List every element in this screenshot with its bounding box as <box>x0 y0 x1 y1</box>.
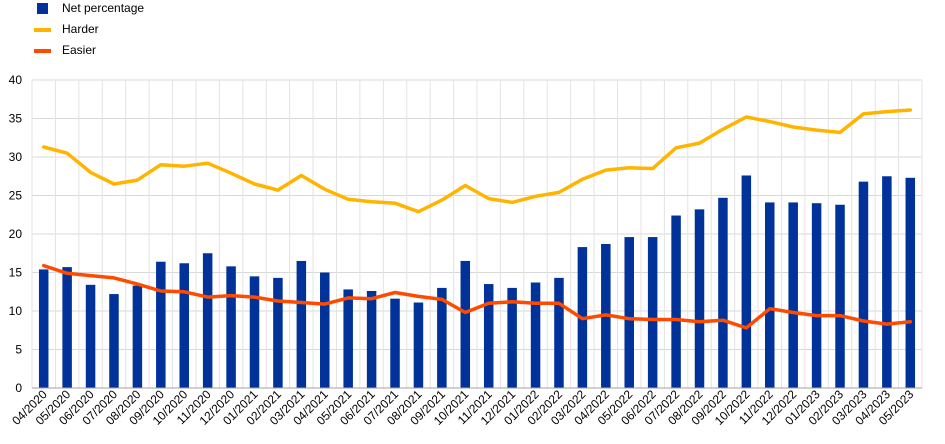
legend-label-easier: Easier <box>62 43 97 57</box>
y-tick-label: 0 <box>15 381 22 395</box>
y-tick-label: 25 <box>9 189 23 203</box>
bar-net-percentage <box>109 294 119 388</box>
bar-net-percentage <box>811 203 822 388</box>
bar-net-percentage <box>132 285 143 388</box>
bar-net-percentage <box>62 267 72 388</box>
y-tick-label: 15 <box>9 266 23 280</box>
line-easier <box>41 263 913 330</box>
legend-label-net-percentage: Net percentage <box>62 1 145 15</box>
bar-net-percentage <box>366 290 377 388</box>
y-tick-label: 40 <box>9 73 23 87</box>
bar-net-percentage <box>905 177 916 388</box>
bar-net-percentage <box>85 284 96 388</box>
bar-net-percentage <box>858 181 869 388</box>
bar-net-percentage <box>483 284 494 388</box>
line-harder <box>41 108 913 214</box>
y-tick-label: 35 <box>9 112 23 126</box>
bar-net-percentage <box>413 302 424 388</box>
bar-net-percentage <box>460 260 471 388</box>
bar-net-percentage <box>554 277 564 388</box>
bar-net-percentage <box>765 202 775 388</box>
bar-net-percentage <box>296 260 307 388</box>
legend-swatch-easier <box>34 49 51 53</box>
bar-net-percentage <box>273 277 283 388</box>
bar-net-percentage <box>390 298 400 388</box>
bar-net-percentage <box>156 261 166 388</box>
y-tick-label: 10 <box>9 304 23 318</box>
bar-net-percentage <box>835 204 845 388</box>
bar-net-percentage <box>624 237 634 388</box>
y-tick-label: 20 <box>9 227 23 241</box>
bar-net-percentage <box>179 263 189 388</box>
bar-net-percentage <box>788 202 798 388</box>
bar-net-percentage <box>202 253 213 388</box>
legend-swatch-harder <box>34 28 51 32</box>
y-tick-label: 5 <box>15 343 22 357</box>
lines <box>41 108 913 330</box>
legend-swatch-net-percentage <box>37 3 48 14</box>
bar-net-percentage <box>694 209 705 388</box>
bar-net-percentage <box>437 287 447 388</box>
bar-net-percentage <box>882 176 892 388</box>
bar-net-percentage <box>343 289 353 388</box>
bar-net-percentage <box>320 272 330 388</box>
bar-net-percentage <box>530 282 541 388</box>
bar-net-percentage <box>647 237 658 388</box>
bar-net-percentage <box>671 215 681 388</box>
y-tick-label: 30 <box>9 150 23 164</box>
legend-label-harder: Harder <box>62 22 99 36</box>
bar-net-percentage <box>226 266 236 388</box>
bar-net-percentage <box>249 276 260 388</box>
bar-net-percentage <box>718 197 728 388</box>
bar-net-percentage <box>38 269 49 388</box>
bar-net-percentage <box>741 175 752 388</box>
gridlines <box>31 79 923 388</box>
bar-net-percentage <box>507 287 517 388</box>
